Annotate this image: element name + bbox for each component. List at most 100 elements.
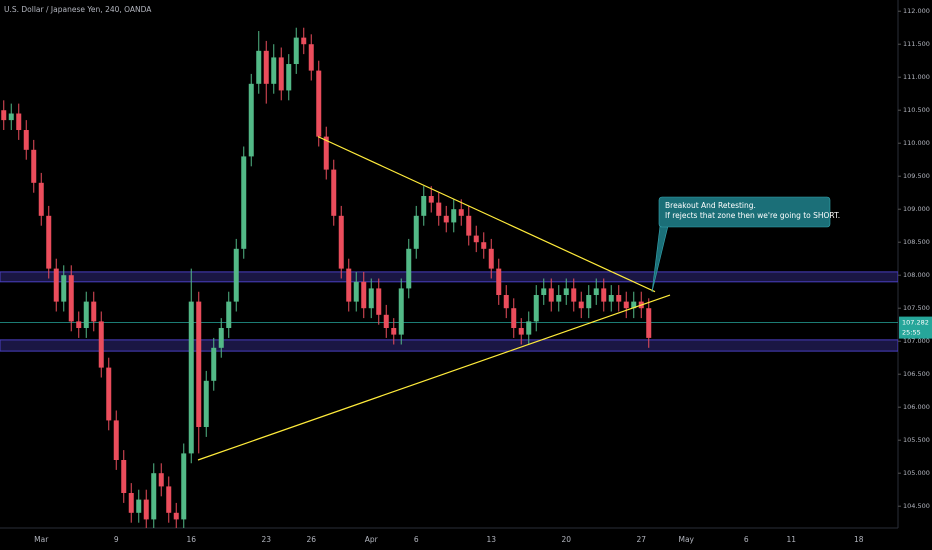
candle-body: [128, 493, 134, 513]
candle-body: [586, 295, 592, 309]
x-tick-label: 13: [486, 535, 496, 544]
x-tick-label: 26: [306, 535, 316, 544]
candle-body: [23, 130, 29, 150]
y-tick-label: 105.000: [903, 469, 930, 477]
candle-body: [391, 328, 397, 335]
candle-body: [121, 460, 127, 494]
candle-body: [46, 215, 52, 269]
candle-body: [616, 295, 622, 302]
candle-body: [331, 169, 337, 216]
candle-body: [631, 301, 637, 309]
candle-body: [443, 215, 449, 223]
candle-body: [181, 453, 187, 520]
y-tick-label: 109.000: [903, 205, 930, 213]
candle-body: [526, 321, 532, 335]
candle-body: [353, 281, 359, 302]
y-tick-label: 112.000: [903, 7, 930, 15]
y-tick-label: 111.500: [903, 40, 930, 48]
y-tick-label: 108.500: [903, 238, 930, 246]
last-price-label: 107.282: [902, 319, 929, 327]
candle-body: [623, 301, 629, 309]
candle-body: [593, 288, 599, 296]
x-tick-label: 6: [744, 535, 749, 544]
candle-body: [113, 420, 119, 461]
candle-body: [323, 136, 329, 170]
candle-body: [233, 248, 239, 302]
candle-body: [578, 301, 584, 309]
candle-body: [173, 512, 179, 520]
candle-body: [91, 301, 97, 322]
candle-body: [413, 215, 419, 249]
zone: [0, 271, 898, 283]
candle-body: [473, 235, 479, 243]
y-tick-label: 108.000: [903, 271, 930, 279]
x-tick-label: 16: [186, 535, 196, 544]
zone: [0, 339, 898, 352]
y-tick-label: 106.000: [903, 403, 930, 411]
y-tick-label: 104.500: [903, 502, 930, 510]
candle-body: [226, 301, 232, 329]
candle-body: [503, 295, 509, 309]
candle-body: [376, 288, 382, 315]
candle-body: [541, 288, 547, 296]
candle-body: [248, 83, 254, 157]
candle-body: [338, 215, 344, 269]
candle-body: [361, 281, 367, 309]
callout-box: [658, 196, 831, 228]
candle-body: [286, 64, 292, 91]
y-tick-label: 110.500: [903, 106, 930, 114]
candle-body: [263, 50, 269, 84]
candle-body: [601, 288, 607, 302]
chart-title: U.S. Dollar / Japanese Yen, 240, OANDA: [4, 5, 152, 14]
candle-body: [31, 149, 37, 183]
y-tick-label: 107.000: [903, 337, 930, 345]
x-tick-label: 6: [414, 535, 419, 544]
candle-body: [458, 209, 464, 216]
candle-body: [421, 196, 427, 216]
candle-body: [98, 321, 104, 368]
candle-body: [368, 288, 374, 309]
candle-body: [106, 367, 112, 421]
callout-text: If rejects that zone then we're going to…: [665, 211, 840, 220]
candle-body: [61, 275, 67, 302]
y-tick-label: 106.500: [903, 370, 930, 378]
candle-body: [383, 314, 389, 329]
candle-body: [218, 328, 224, 348]
candle-body: [143, 499, 149, 520]
candle-body: [151, 473, 157, 520]
candle-body: [436, 202, 442, 216]
trendline: [317, 136, 656, 293]
candle-body: [256, 50, 262, 84]
candle-body: [38, 182, 44, 216]
candle-body: [511, 308, 517, 329]
x-tick-label: 20: [561, 535, 571, 544]
candle-body: [166, 486, 172, 513]
x-tick-label: Apr: [365, 535, 379, 544]
candle-body: [533, 295, 539, 322]
trendline: [197, 294, 671, 461]
candle-body: [76, 321, 82, 329]
candle-body: [548, 288, 554, 302]
y-tick-label: 107.500: [903, 304, 930, 312]
x-tick-label: 9: [114, 535, 119, 544]
candle-body: [563, 288, 569, 296]
candle-body: [293, 37, 299, 65]
candle-body: [481, 242, 487, 249]
candle-body: [496, 268, 502, 296]
y-tick-label: 105.500: [903, 436, 930, 444]
y-tick-label: 110.000: [903, 139, 930, 147]
candle-body: [518, 328, 524, 335]
candle-body: [428, 196, 434, 203]
last-price-box: [899, 316, 932, 339]
x-tick-label: 18: [854, 535, 864, 544]
candle-body: [646, 308, 652, 338]
candle-body: [488, 248, 494, 269]
candle-body: [68, 275, 74, 322]
x-tick-label: May: [678, 535, 694, 544]
y-tick-label: 109.500: [903, 172, 930, 180]
candle-body: [203, 380, 209, 428]
x-tick-label: 11: [786, 535, 796, 544]
countdown-label: 25:55: [902, 329, 921, 337]
